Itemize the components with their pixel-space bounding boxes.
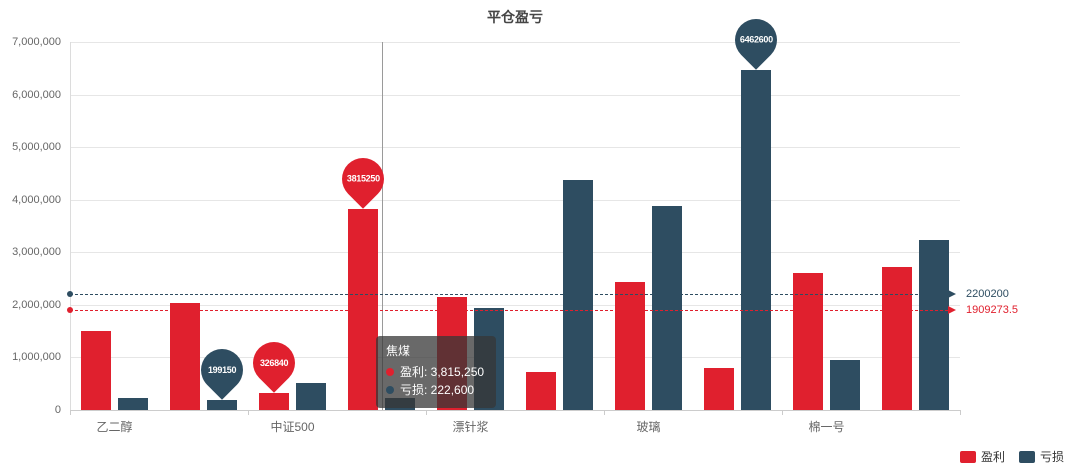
bar-盈利-2[interactable]	[259, 392, 289, 410]
tooltip: 焦煤 盈利: 3,815,250 亏损: 222,600	[376, 336, 497, 408]
bar-盈利-8[interactable]	[793, 273, 823, 410]
profit-legend-swatch	[959, 450, 976, 463]
profit-legend-label: 盈利	[980, 450, 1005, 464]
bar-盈利-0[interactable]	[81, 331, 111, 410]
tooltip-title: 焦煤	[386, 344, 411, 358]
markpoint-pin: 199150	[192, 339, 252, 400]
gridline	[70, 199, 960, 201]
gridline	[70, 357, 960, 359]
x-axis-tick	[426, 410, 427, 415]
average-markline	[70, 309, 948, 311]
legend-item-profit[interactable]: 盈利	[959, 448, 1005, 465]
loss-legend-label: 亏损	[1039, 450, 1064, 464]
y-axis-label: 3,000,000	[12, 246, 61, 259]
y-axis-label: 6,000,000	[12, 88, 61, 101]
gridline	[70, 42, 960, 43]
markline-arrow-icon	[948, 290, 956, 299]
tooltip-series-dot-icon	[386, 386, 394, 395]
bar-亏损-8[interactable]	[830, 359, 860, 410]
y-axis-line	[70, 42, 71, 410]
x-axis-tick	[782, 410, 783, 415]
y-axis-label: 2,000,000	[12, 298, 61, 311]
markline-start-dot	[67, 291, 73, 298]
tooltip-series-dot-icon	[386, 367, 394, 376]
y-axis-label: 1,000,000	[12, 351, 61, 364]
markline-arrow-icon	[948, 305, 956, 314]
gridline	[70, 147, 960, 149]
bar-盈利-1[interactable]	[170, 303, 200, 410]
tooltip-row: 亏损: 222,600	[386, 381, 484, 400]
bar-亏损-2[interactable]	[296, 383, 326, 410]
legend: 盈利 亏损	[959, 448, 1064, 465]
y-axis-label: 0	[54, 404, 61, 416]
tooltip-rows: 盈利: 3,815,250 亏损: 222,600	[386, 363, 484, 400]
average-markline	[70, 294, 948, 296]
x-axis-label: 乙二醇	[96, 420, 133, 434]
chart-title: 平仓盈亏	[487, 9, 543, 25]
markpoint-label: 3815250	[346, 174, 380, 185]
tooltip-series-text: 盈利: 3,815,250	[400, 364, 485, 379]
x-axis-label: 棉一号	[808, 420, 845, 434]
markpoint-pin: 326840	[244, 333, 304, 393]
x-axis-tick	[248, 410, 249, 415]
markline-start-dot	[67, 306, 73, 313]
bar-盈利-7[interactable]	[704, 367, 734, 410]
tooltip-series-text: 亏损: 222,600	[400, 383, 475, 398]
gridline	[70, 94, 960, 96]
x-axis-tick	[70, 410, 71, 415]
y-axis-label: 7,000,000	[12, 36, 61, 48]
markpoint-label: 6462600	[739, 35, 773, 46]
gridline	[70, 252, 960, 254]
legend-item-loss[interactable]: 亏损	[1018, 448, 1064, 465]
axis-pointer-line	[381, 42, 383, 410]
markline-label: 1909273.5	[966, 303, 1018, 316]
x-axis-label: 漂针浆	[452, 420, 489, 434]
bar-亏损-9[interactable]	[919, 239, 949, 410]
gridline	[70, 304, 960, 306]
x-axis-line	[70, 410, 960, 411]
bar-亏损-6[interactable]	[652, 206, 682, 410]
loss-legend-swatch	[1018, 450, 1035, 463]
markpoint-label: 326840	[259, 357, 289, 368]
markline-label: 2200200	[966, 288, 1009, 301]
bar-盈利-9[interactable]	[882, 267, 912, 410]
bar-亏损-1[interactable]	[207, 399, 237, 410]
y-axis-label: 4,000,000	[12, 193, 61, 206]
bar-盈利-6[interactable]	[615, 282, 645, 410]
y-axis-label: 5,000,000	[12, 141, 61, 154]
markpoint-label: 199150	[207, 364, 237, 375]
x-axis-tick	[960, 410, 961, 415]
x-axis-label: 玻璃	[636, 420, 661, 434]
bar-亏损-7[interactable]	[741, 70, 771, 410]
bar-亏损-0[interactable]	[118, 398, 148, 410]
x-axis-label: 中证500	[270, 420, 315, 434]
tooltip-row: 盈利: 3,815,250	[386, 363, 484, 382]
bar-盈利-5[interactable]	[526, 371, 556, 410]
x-axis-tick	[604, 410, 605, 415]
